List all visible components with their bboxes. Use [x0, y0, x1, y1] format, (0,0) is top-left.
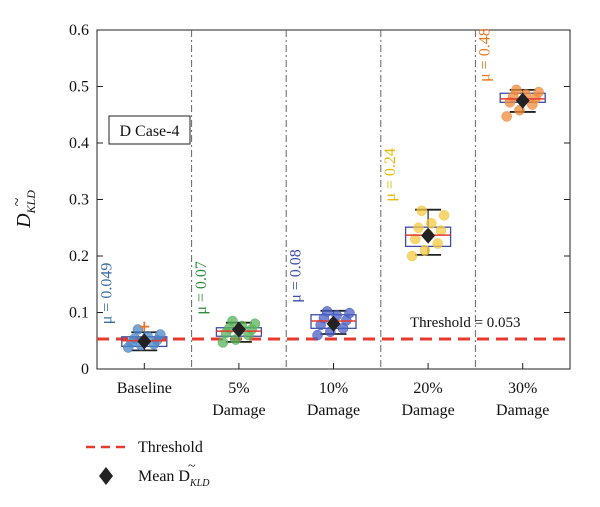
data-point	[432, 238, 443, 249]
mean-marker	[421, 227, 436, 244]
y-axis-label-tilde: ~	[9, 197, 26, 206]
series-group: μ = 0.24	[382, 148, 452, 262]
legend-mean-marker	[99, 467, 113, 485]
mean-marker	[515, 92, 530, 109]
legend-mean-label-main: Mean D	[138, 468, 190, 485]
data-point	[413, 222, 424, 233]
x-tick-label: 30%	[508, 380, 537, 397]
x-tick-label: Baseline	[117, 380, 172, 397]
x-tick-label-line2: Damage	[212, 402, 265, 419]
data-point	[312, 329, 323, 341]
data-point	[406, 250, 418, 262]
x-tick-label: 5%	[228, 380, 249, 397]
data-point	[249, 318, 261, 330]
data-point	[155, 329, 166, 340]
data-point	[227, 315, 238, 327]
legend: Threshold Mean DKLD ~	[86, 439, 210, 489]
data-point	[501, 111, 512, 122]
x-tick-label: 20%	[413, 380, 442, 397]
series-layer: μ = 0.049 μ = 0.07 μ = 0.08 μ = 0.24 μ = 0.4…	[98, 28, 546, 353]
legend-mean-label: Mean DKLD	[138, 468, 210, 489]
data-point	[419, 245, 431, 256]
x-tick-label-line2: Damage	[401, 402, 454, 419]
mean-value-label: μ = 0.07	[193, 261, 210, 315]
series-group: μ = 0.049	[98, 263, 168, 353]
legend-mean-label-sub: KLD	[189, 478, 210, 489]
y-tick-label: 0.2	[69, 248, 89, 265]
case-label-text: D Case-4	[120, 123, 180, 140]
x-axis: Baseline 5% Damage 10% Damage 20% Damage 30% Dam…	[117, 363, 549, 419]
outlier-marker	[139, 321, 150, 332]
y-axis-label-main: D	[13, 213, 35, 229]
data-point	[438, 210, 450, 221]
x-tick-label-line2: Damage	[496, 402, 549, 419]
legend-mean-label-tilde: ~	[188, 459, 196, 474]
y-tick-label: 0	[81, 361, 89, 378]
series-group: μ = 0.08	[288, 249, 357, 341]
y-axis-label: DKLD ~	[9, 190, 38, 229]
mean-value-label: μ = 0.48	[477, 28, 494, 82]
mean-value-label: μ = 0.08	[288, 249, 305, 303]
y-axis-label-sub: KLD	[24, 190, 38, 215]
mean-marker	[231, 321, 246, 338]
series-group: μ = 0.07	[193, 261, 263, 348]
case-label: D Case-4	[108, 115, 191, 145]
mean-value-label: μ = 0.24	[382, 148, 399, 202]
data-point	[426, 217, 437, 229]
mean-marker	[137, 333, 152, 350]
x-tick-label-line2: Damage	[307, 402, 360, 419]
x-tick-label: 10%	[319, 380, 348, 397]
legend-threshold-label: Threshold	[138, 439, 203, 456]
data-point	[344, 307, 355, 319]
grid-layer	[191, 30, 476, 369]
data-point	[416, 205, 427, 217]
threshold-annotation: Threshold = 0.053	[410, 315, 521, 331]
data-point	[410, 233, 421, 245]
mean-value-label: μ = 0.049	[98, 263, 115, 325]
y-tick-label: 0.6	[69, 22, 89, 39]
data-point	[533, 86, 544, 98]
data-point	[321, 306, 333, 317]
data-point	[435, 225, 447, 236]
y-tick-label: 0.4	[69, 135, 89, 152]
y-axis: 0 0.1 0.2 0.3 0.4 0.5 0.6	[69, 22, 570, 378]
series-group: μ = 0.48	[477, 28, 546, 122]
y-tick-label: 0.3	[69, 192, 89, 209]
y-tick-label: 0.5	[69, 79, 89, 96]
mean-marker	[326, 315, 341, 332]
svg-text:DKLD: DKLD	[13, 190, 38, 229]
data-point	[217, 337, 229, 348]
data-point	[511, 84, 522, 96]
y-tick-label: 0.1	[69, 305, 89, 322]
